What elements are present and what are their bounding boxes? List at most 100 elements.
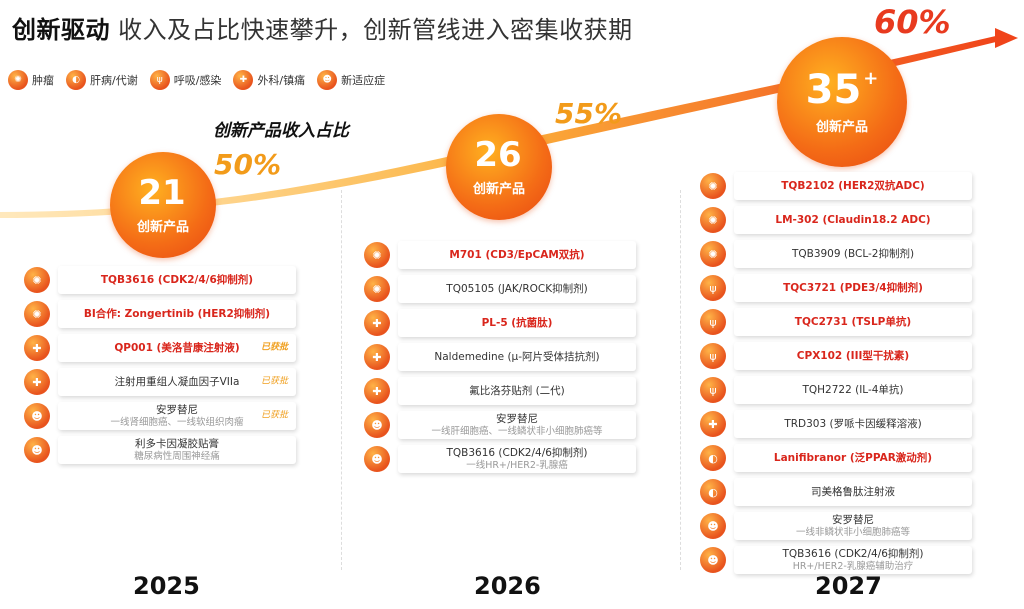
pipeline-card: M701 (CD3/EpCAM双抗) [398, 241, 636, 269]
pipeline-card: TQB3616 (CDK2/4/6抑制剂) 一线HR+/HER2-乳腺癌 [398, 445, 636, 473]
item-indication: 一线肾细胞癌、一线软组织肉瘤 [110, 416, 244, 428]
person-plus-icon: ☻ [700, 513, 726, 539]
pipeline-card: TQB2102 (HER2双抗ADC) [734, 172, 972, 200]
pipeline-item: ✺ BI合作: Zongertinib (HER2抑制剂) [24, 297, 296, 331]
pipeline-item: ✚ Naldemedine (μ-阿片受体拮抗剂) [364, 340, 636, 374]
item-name: 利多卡因凝胶贴膏 [135, 438, 219, 450]
pipeline-item: ✚ PL-5 (抗菌肽) [364, 306, 636, 340]
page-title: 创新驱动 收入及占比快速攀升，创新管线进入密集收获期 [12, 10, 633, 45]
legend-item: ψ 呼吸/感染 [149, 70, 221, 90]
bandage-icon: ✚ [233, 70, 254, 90]
legend-label: 肿瘤 [32, 74, 54, 87]
growth-curve-arrowhead [995, 28, 1018, 48]
item-indication: 一线肝细胞癌、一线鳞状非小细胞肺癌等 [431, 425, 603, 437]
item-name: CPX102 (III型干扰素) [796, 349, 910, 362]
circle-2026: 26 创新产品 [446, 114, 552, 220]
pipeline-card: 注射用重组人凝血因子VIIa 已获批 [58, 368, 296, 396]
legend-item: ✺ 肿瘤 [8, 70, 54, 90]
item-name: TQ05105 (JAK/ROCK抑制剂) [446, 282, 588, 295]
pipeline-card: TQH2722 (IL-4单抗) [734, 376, 972, 404]
legend-label: 外科/镇痛 [257, 74, 306, 87]
item-name: M701 (CD3/EpCAM双抗) [449, 248, 585, 261]
pipeline-item: ✺ TQ05105 (JAK/ROCK抑制剂) [364, 272, 636, 306]
pipeline-card: TQ05105 (JAK/ROCK抑制剂) [398, 275, 636, 303]
pipeline-card: TQB3616 (CDK2/4/6抑制剂) HR+/HER2-乳腺癌辅助治疗 [734, 546, 972, 574]
bandage-icon: ✚ [364, 310, 390, 336]
pipeline-item: ✚ TRD303 (罗哌卡因缓释溶液) [700, 407, 972, 441]
pct-2025: 50% [214, 148, 282, 181]
pipeline-item: ψ TQC2731 (TSLP单抗) [700, 305, 972, 339]
pipeline-card: 利多卡因凝胶贴膏 糖尿病性周围神经痛 [58, 436, 296, 464]
item-name: TQB3616 (CDK2/4/6抑制剂) [446, 447, 588, 459]
liver-icon: ◐ [700, 479, 726, 505]
count-2025: 21 [138, 172, 186, 213]
count-label-2025: 创新产品 [136, 219, 189, 235]
year-2025: 2025 [133, 572, 200, 600]
pipeline-card: Naldemedine (μ-阿片受体拮抗剂) [398, 343, 636, 371]
title-rest: 收入及占比快速攀升，创新管线进入密集收获期 [118, 16, 633, 44]
pipeline-card: TQB3909 (BCL-2抑制剂) [734, 240, 972, 268]
item-name: TQC3721 (PDE3/4抑制剂) [783, 281, 923, 294]
item-name: TQB3616 (CDK2/4/6抑制剂) [782, 548, 924, 560]
pipeline-item: ψ TQH2722 (IL-4单抗) [700, 373, 972, 407]
legend-item: ☻ 新适应症 [317, 70, 385, 90]
column-2025: ✺ TQB3616 (CDK2/4/6抑制剂) ✺ BI合作: Zongertinib… [24, 263, 296, 467]
lung-icon: ψ [149, 70, 170, 90]
pipeline-item: ✺ M701 (CD3/EpCAM双抗) [364, 238, 636, 272]
person-plus-icon: ☻ [364, 412, 390, 438]
person-plus-icon: ☻ [700, 547, 726, 573]
pipeline-card: 安罗替尼 一线肾细胞癌、一线软组织肉瘤 已获批 [58, 402, 296, 430]
pipeline-item: ☻ 利多卡因凝胶贴膏 糖尿病性周围神经痛 [24, 433, 296, 467]
approved-badge: 已获批 [260, 410, 288, 421]
person-plus-icon: ☻ [317, 70, 338, 90]
pipeline-item: ✚ QP001 (美洛昔康注射液) 已获批 [24, 331, 296, 365]
item-name: TQB3616 (CDK2/4/6抑制剂) [100, 273, 254, 286]
item-name: 安罗替尼 [832, 514, 874, 526]
item-name: 司美格鲁肽注射液 [811, 485, 895, 498]
column-divider-1 [341, 190, 342, 570]
pipeline-card: TQC3721 (PDE3/4抑制剂) [734, 274, 972, 302]
pipeline-item: ◐ 司美格鲁肽注射液 [700, 475, 972, 509]
item-name: PL-5 (抗菌肽) [481, 316, 553, 329]
pipeline-item: ✚ 注射用重组人凝血因子VIIa 已获批 [24, 365, 296, 399]
count-label-2027: 创新产品 [815, 119, 868, 135]
item-name: TQB2102 (HER2双抗ADC) [781, 179, 925, 192]
item-indication: 糖尿病性周围神经痛 [134, 450, 220, 462]
pipeline-item: ψ TQC3721 (PDE3/4抑制剂) [700, 271, 972, 305]
ratio-title: 创新产品收入占比 [213, 121, 349, 141]
tumor-icon: ✺ [700, 241, 726, 267]
pipeline-card: CPX102 (III型干扰素) [734, 342, 972, 370]
bandage-icon: ✚ [700, 411, 726, 437]
pipeline-item: ψ CPX102 (III型干扰素) [700, 339, 972, 373]
liver-icon: ◐ [66, 70, 86, 90]
count-2026: 26 [474, 134, 522, 175]
item-name: QP001 (美洛昔康注射液) [114, 341, 240, 354]
pipeline-card: 安罗替尼 一线非鳞状非小细胞肺癌等 [734, 512, 972, 540]
pipeline-item: ✺ LM-302 (Claudin18.2 ADC) [700, 203, 972, 237]
lung-icon: ψ [700, 275, 726, 301]
item-name: 注射用重组人凝血因子VIIa [114, 375, 240, 388]
item-name: 氟比洛芬贴剂 (二代) [469, 384, 565, 397]
lung-icon: ψ [700, 343, 726, 369]
column-2027: ✺ TQB2102 (HER2双抗ADC) ✺ LM-302 (Claudin18.2… [700, 169, 972, 577]
item-indication: HR+/HER2-乳腺癌辅助治疗 [792, 560, 914, 572]
pipeline-card: TQC2731 (TSLP单抗) [734, 308, 972, 336]
pipeline-card: QP001 (美洛昔康注射液) 已获批 [58, 334, 296, 362]
pipeline-item: ✺ TQB2102 (HER2双抗ADC) [700, 169, 972, 203]
circle-2027: 35 + 创新产品 [777, 37, 907, 167]
pct-2026: 55% [555, 97, 623, 130]
item-name: TQH2722 (IL-4单抗) [802, 383, 904, 396]
circle-2025: 21 创新产品 [110, 152, 216, 258]
pipeline-card: 司美格鲁肽注射液 [734, 478, 972, 506]
bandage-icon: ✚ [364, 344, 390, 370]
pipeline-card: 氟比洛芬贴剂 (二代) [398, 377, 636, 405]
pct-2027: 60% [874, 3, 951, 41]
liver-icon: ◐ [700, 445, 726, 471]
pipeline-card: PL-5 (抗菌肽) [398, 309, 636, 337]
item-name: Lanifibranor (泛PPAR激动剂) [773, 451, 933, 464]
tumor-icon: ✺ [24, 301, 50, 327]
pipeline-card: BI合作: Zongertinib (HER2抑制剂) [58, 300, 296, 328]
tumor-icon: ✺ [8, 70, 28, 90]
count-label-2026: 创新产品 [472, 181, 525, 197]
item-name: 安罗替尼 [496, 413, 538, 425]
